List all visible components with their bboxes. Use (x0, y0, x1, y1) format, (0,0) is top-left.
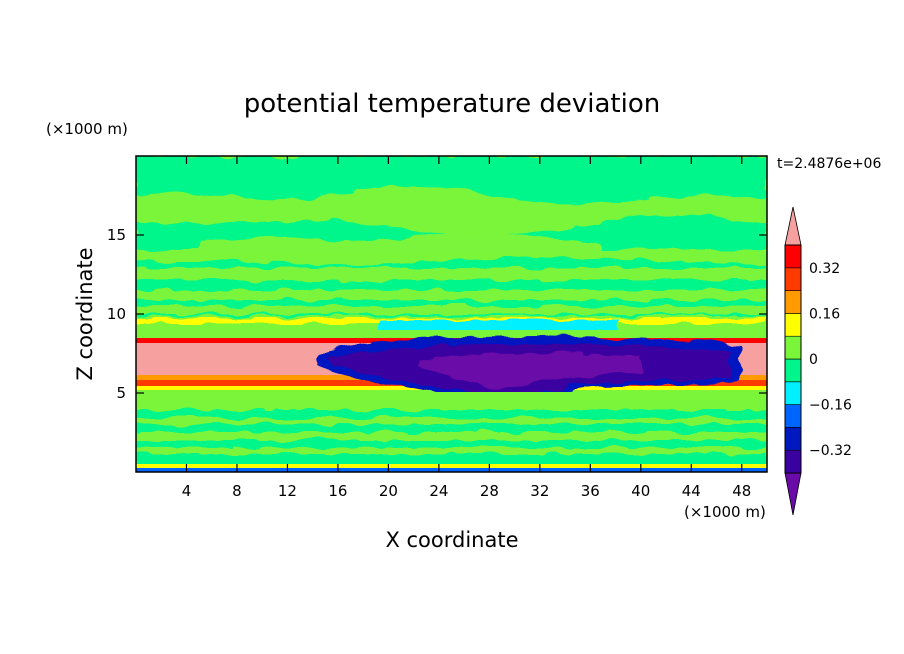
x-tick-label: 48 (732, 482, 751, 500)
chart-title: potential temperature deviation (244, 89, 660, 119)
colorbar-tick-label: 0.16 (809, 306, 840, 322)
colorbar-frame (784, 244, 802, 474)
upper-noise-layer (136, 268, 767, 314)
x-tick-label: 4 (182, 482, 192, 500)
colorbar-tick-label: 0 (809, 352, 818, 368)
plot-area (136, 156, 767, 472)
y-axis: 5 10 15 (107, 226, 767, 402)
colorbar-band (784, 244, 802, 269)
x-tick-label: 20 (379, 482, 398, 500)
x-tick-label: 12 (278, 482, 297, 500)
y-unit-label: (×1000 m) (46, 120, 128, 138)
x-tick-label: 8 (232, 482, 242, 500)
x-unit-label: (×1000 m) (684, 503, 766, 521)
colorbar-band (784, 335, 802, 360)
x-axis-label: X coordinate (385, 528, 518, 552)
colorbar-band (784, 313, 802, 337)
x-axis: 4 8 12 16 20 24 28 32 36 40 44 48 (182, 156, 751, 500)
y-axis-label: Z coordinate (73, 247, 97, 380)
colorbar-band (784, 358, 802, 383)
colorbar-tick-label: 0.32 (809, 261, 840, 277)
cold-anomaly (318, 335, 740, 410)
colorbar-extend-high (784, 206, 802, 246)
colorbar-extend-low (784, 472, 802, 516)
surface-band (136, 464, 767, 468)
colorbar-band (784, 267, 802, 291)
y-tick-label: 15 (107, 226, 126, 244)
colorbar-band (784, 449, 802, 474)
cyan-band (380, 320, 620, 332)
y-tick-label: 5 (116, 384, 126, 402)
time-label: t=2.4876e+06 (777, 156, 881, 172)
colorbar-band (784, 427, 802, 451)
lower-noise-layer (136, 410, 767, 472)
colorbar-band (784, 290, 802, 314)
x-tick-label: 40 (631, 482, 650, 500)
x-tick-label: 28 (480, 482, 499, 500)
colorbar: 0.32 0.16 0 −0.16 −0.32 (784, 206, 852, 516)
x-tick-label: 16 (328, 482, 347, 500)
colorbar-tick-label: −0.32 (809, 443, 852, 459)
colorbar-band (784, 381, 802, 405)
colorbar-tick-label: −0.16 (809, 398, 852, 414)
x-tick-label: 44 (682, 482, 701, 500)
x-tick-label: 36 (581, 482, 600, 500)
y-tick-label: 10 (107, 305, 126, 323)
x-tick-label: 32 (530, 482, 549, 500)
colorbar-band (784, 404, 802, 428)
x-tick-label: 24 (429, 482, 448, 500)
